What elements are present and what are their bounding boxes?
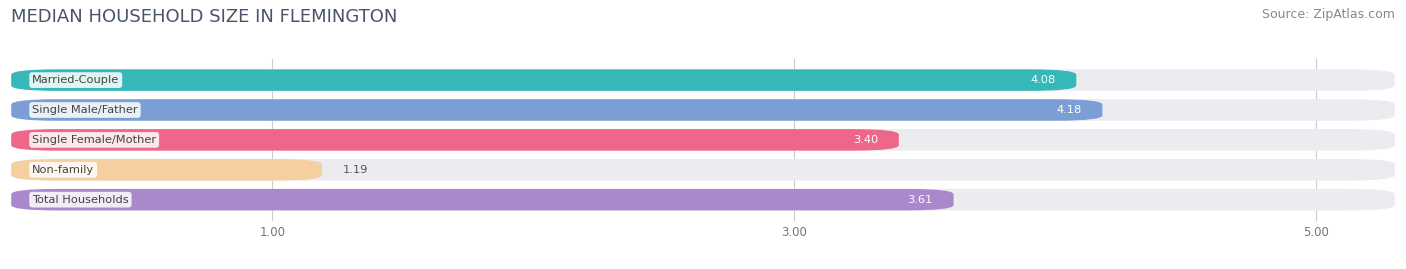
Text: 4.08: 4.08: [1031, 75, 1056, 85]
FancyBboxPatch shape: [11, 159, 1395, 180]
FancyBboxPatch shape: [11, 99, 1395, 121]
Text: Single Male/Father: Single Male/Father: [32, 105, 138, 115]
FancyBboxPatch shape: [11, 189, 1395, 210]
Text: MEDIAN HOUSEHOLD SIZE IN FLEMINGTON: MEDIAN HOUSEHOLD SIZE IN FLEMINGTON: [11, 8, 398, 26]
FancyBboxPatch shape: [11, 129, 1395, 151]
FancyBboxPatch shape: [11, 69, 1395, 91]
FancyBboxPatch shape: [11, 69, 1076, 91]
Text: Non-family: Non-family: [32, 165, 94, 175]
Text: 4.18: 4.18: [1056, 105, 1081, 115]
FancyBboxPatch shape: [11, 159, 322, 180]
Text: 3.40: 3.40: [852, 135, 877, 145]
Text: 3.61: 3.61: [907, 195, 932, 205]
Text: Source: ZipAtlas.com: Source: ZipAtlas.com: [1261, 8, 1395, 21]
FancyBboxPatch shape: [11, 99, 1102, 121]
FancyBboxPatch shape: [11, 129, 898, 151]
Text: 1.19: 1.19: [343, 165, 368, 175]
Text: Married-Couple: Married-Couple: [32, 75, 120, 85]
Text: Total Households: Total Households: [32, 195, 129, 205]
FancyBboxPatch shape: [11, 189, 953, 210]
Text: Single Female/Mother: Single Female/Mother: [32, 135, 156, 145]
